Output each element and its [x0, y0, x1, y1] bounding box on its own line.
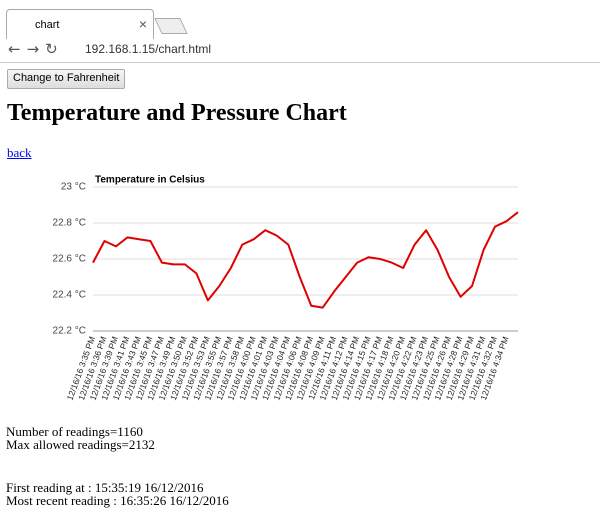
first-reading: First reading at : 15:35:19 16/12/2016 — [6, 480, 204, 495]
tab[interactable]: chart × — [6, 9, 154, 39]
back-link[interactable]: back — [7, 145, 32, 160]
new-tab[interactable] — [154, 18, 188, 34]
temperature-line — [92, 211, 519, 309]
chart-title: Temperature in Celsius — [95, 175, 205, 186]
tab-close[interactable]: × — [138, 16, 147, 32]
y-tick-label: 22.8 °C — [53, 218, 86, 229]
y-tick-label: 23 °C — [61, 182, 86, 193]
y-tick-label: 22.6 °C — [53, 254, 86, 265]
nav-buttons[interactable]: ←→↻ — [8, 40, 64, 58]
tab-title: chart — [35, 19, 60, 31]
browser-chrome: chart × ←→↻ 192.168.1.15/chart.html — [0, 0, 600, 63]
recent-reading: Most recent reading : 16:35:26 16/12/201… — [6, 493, 229, 508]
y-tick-label: 22.2 °C — [53, 326, 86, 337]
toggle-button[interactable]: Change to Fahrenheit — [7, 69, 126, 89]
reading-count: Number of readings=1160 — [6, 424, 143, 439]
max-readings: Max allowed readings=2132 — [6, 437, 155, 452]
address-bar[interactable]: 192.168.1.15/chart.html — [85, 42, 212, 56]
heading: Temperature and Pressure Chart — [7, 100, 347, 126]
chart: Temperature in Celsius 22.2 °C 22.4 °C 22.… — [53, 175, 519, 402]
y-tick-label: 22.4 °C — [53, 290, 86, 301]
